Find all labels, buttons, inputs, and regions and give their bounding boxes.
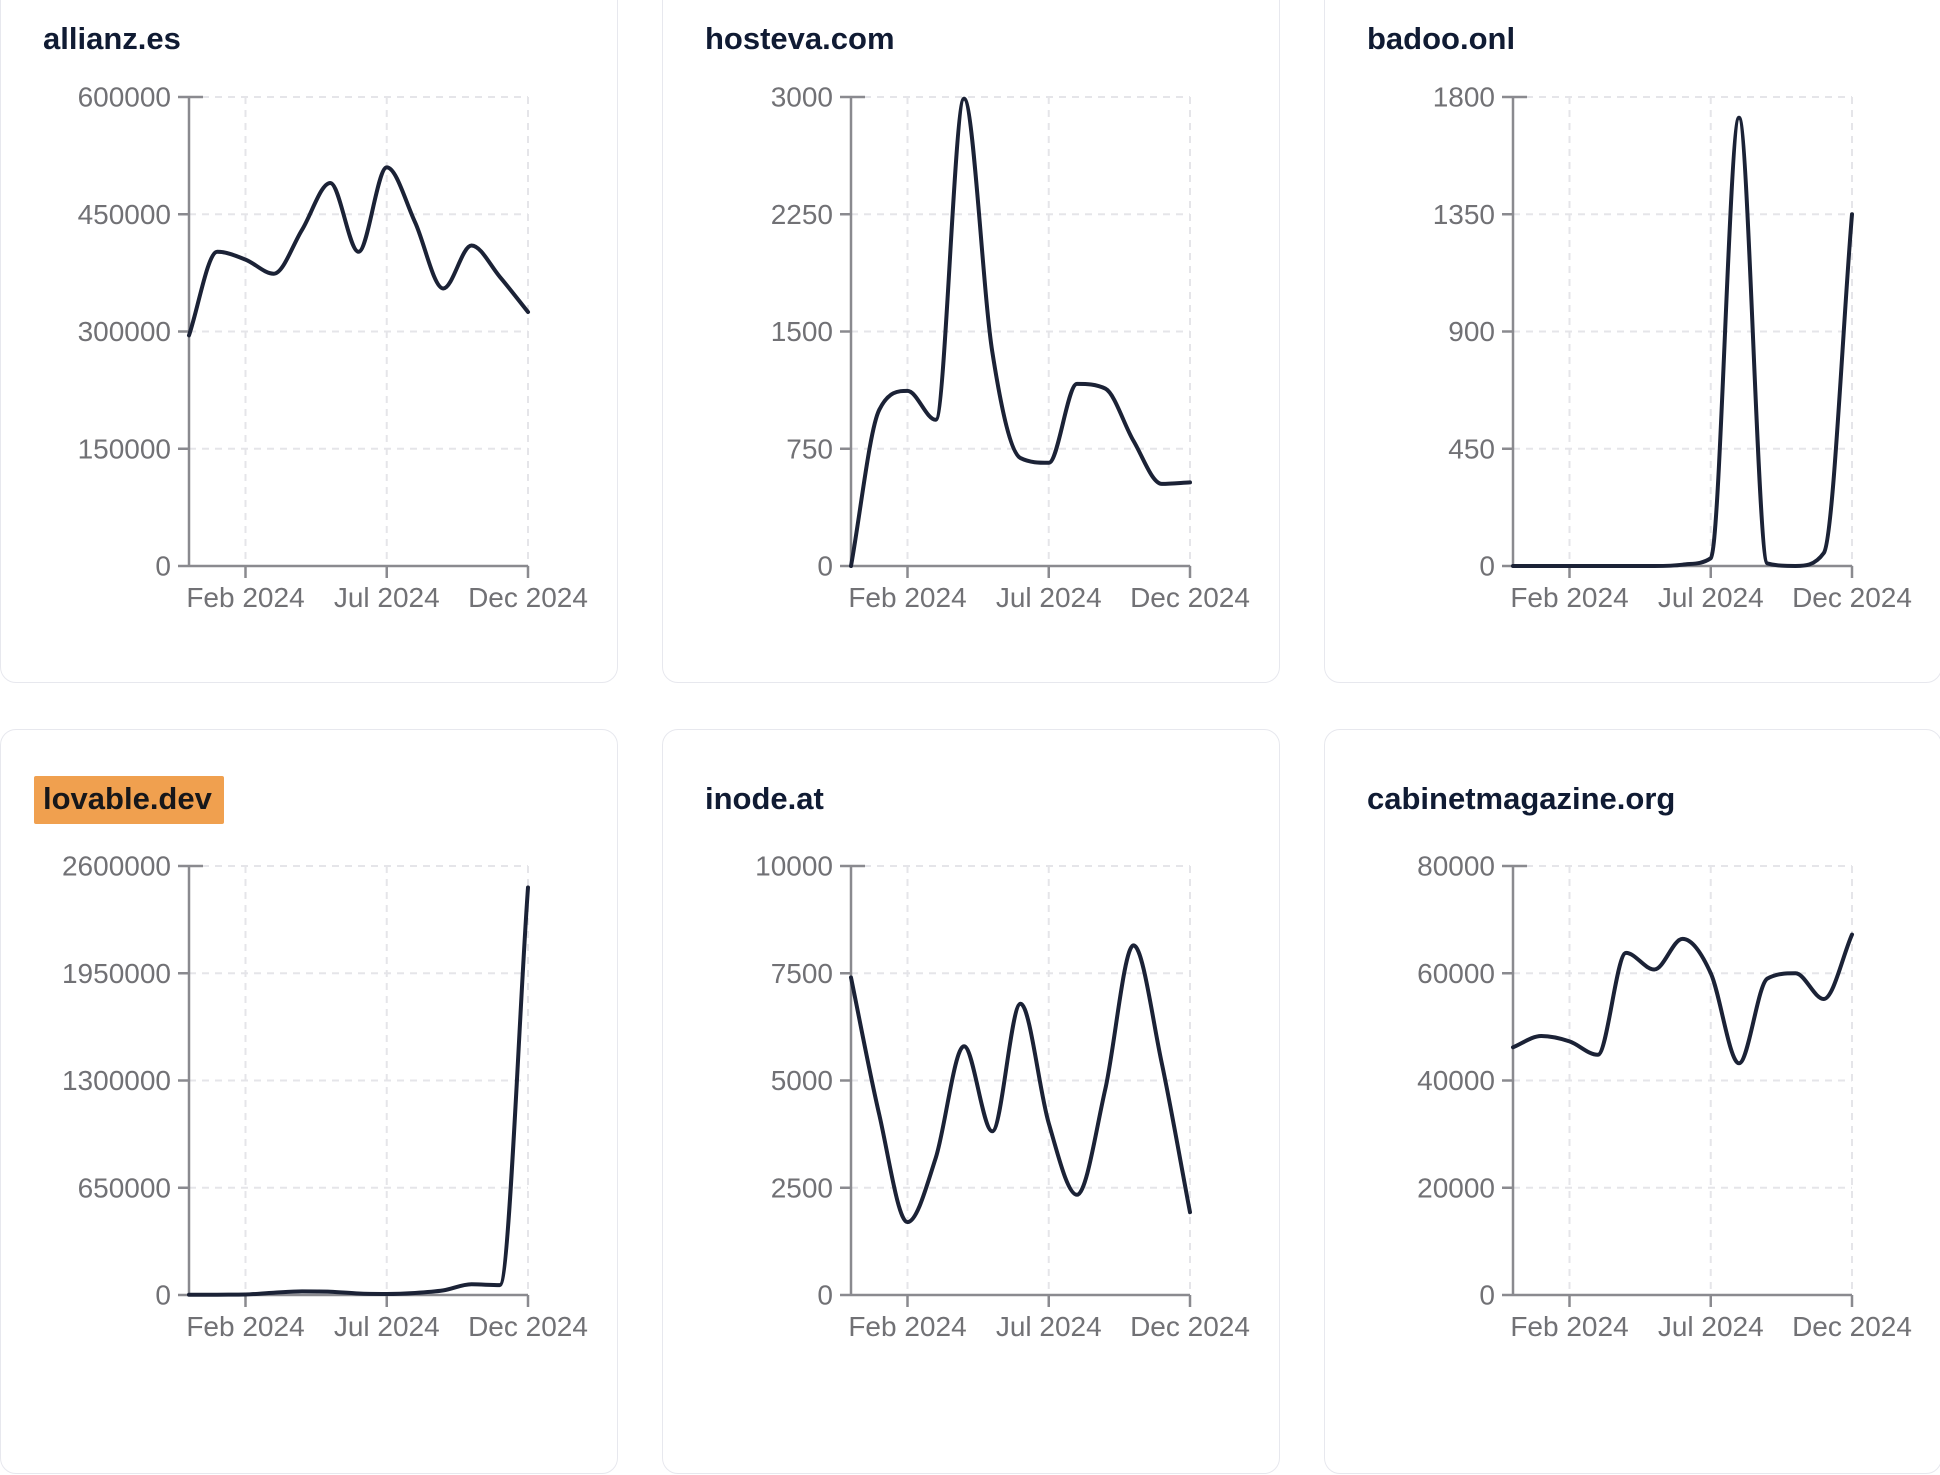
- x-tick-label: Feb 2024: [186, 1311, 304, 1342]
- y-tick-label: 2250: [771, 199, 833, 230]
- line-chart: 0 150000 300000 450000 600000 Feb 2024 Jul 202…: [78, 82, 588, 614]
- x-tick-label: Dec 2024: [468, 1311, 588, 1342]
- y-tick-label: 0: [1479, 1280, 1495, 1311]
- y-tick-label: 2500: [771, 1172, 833, 1203]
- chart-title: allianz.es: [43, 21, 181, 56]
- y-tick-label: 80000: [1417, 851, 1495, 882]
- x-tick-label: Jul 2024: [996, 582, 1102, 613]
- y-tick-label: 450000: [78, 199, 171, 230]
- series-line: [187, 165, 530, 338]
- x-tick-label: Jul 2024: [1658, 1311, 1764, 1342]
- series-line: [849, 96, 1192, 568]
- y-tick-label: 650000: [78, 1172, 171, 1203]
- x-tick-label: Feb 2024: [1510, 1311, 1628, 1342]
- y-tick-label: 60000: [1417, 958, 1495, 989]
- x-tick-label: Feb 2024: [1510, 582, 1628, 613]
- y-tick-label: 7500: [771, 958, 833, 989]
- line-chart: 0 650000 1300000 1950000 2600000 Feb 2024 Jul …: [62, 851, 588, 1343]
- y-tick-label: 750: [786, 433, 833, 464]
- x-tick-label: Dec 2024: [1130, 582, 1250, 613]
- y-tick-label: 2600000: [62, 851, 171, 882]
- chart-title: badoo.onl: [1367, 21, 1516, 56]
- x-tick-label: Feb 2024: [848, 582, 966, 613]
- y-tick-label: 40000: [1417, 1065, 1495, 1096]
- x-tick-label: Jul 2024: [334, 582, 440, 613]
- chart-card-allianz[interactable]: allianz.es 0 150000 300000 450000 600000 Feb …: [0, 0, 618, 683]
- y-tick-label: 1300000: [62, 1065, 171, 1096]
- x-tick-label: Dec 2024: [1792, 1311, 1912, 1342]
- y-tick-label: 1350: [1433, 199, 1495, 230]
- series-line: [187, 885, 530, 1297]
- chart-title: hosteva.com: [705, 21, 895, 56]
- y-tick-label: 1800: [1433, 82, 1495, 113]
- chart-card-lovable[interactable]: lovable.dev 0 650000 1300000 1950000 2600000…: [0, 729, 618, 1474]
- x-tick-label: Dec 2024: [468, 582, 588, 613]
- line-chart: 0 20000 40000 60000 80000 Feb 2024 Jul 2024 Dec…: [1417, 851, 1912, 1343]
- y-tick-label: 0: [155, 1280, 171, 1311]
- y-tick-label: 900: [1448, 316, 1495, 347]
- y-tick-label: 0: [155, 551, 171, 582]
- x-tick-label: Dec 2024: [1792, 582, 1912, 613]
- x-tick-label: Jul 2024: [996, 1311, 1102, 1342]
- chart-title-highlighted: lovable.dev: [34, 776, 224, 824]
- x-tick-label: Jul 2024: [334, 1311, 440, 1342]
- y-tick-label: 1500: [771, 316, 833, 347]
- y-tick-label: 10000: [755, 851, 833, 882]
- y-tick-label: 0: [1479, 551, 1495, 582]
- y-tick-label: 5000: [771, 1065, 833, 1096]
- chart-title: inode.at: [705, 781, 824, 816]
- y-tick-label: 20000: [1417, 1172, 1495, 1203]
- x-tick-label: Dec 2024: [1130, 1311, 1250, 1342]
- y-tick-label: 3000: [771, 82, 833, 113]
- chart-card-hosteva[interactable]: hosteva.com 0 750 1500 2250 3000 Feb 2024 Jul …: [662, 0, 1280, 683]
- chart-title: cabinetmagazine.org: [1367, 781, 1676, 816]
- series-line: [1511, 932, 1854, 1066]
- x-tick-label: Feb 2024: [848, 1311, 966, 1342]
- line-chart: 0 2500 5000 7500 10000 Feb 2024 Jul 2024 Dec 20…: [755, 851, 1250, 1343]
- chart-card-inode[interactable]: inode.at 0 2500 5000 7500 10000 Feb 2024 Jul 2…: [662, 729, 1280, 1474]
- y-tick-label: 450: [1448, 433, 1495, 464]
- x-tick-label: Feb 2024: [186, 582, 304, 613]
- y-tick-label: 0: [817, 1280, 833, 1311]
- y-tick-label: 1950000: [62, 958, 171, 989]
- y-tick-label: 0: [817, 551, 833, 582]
- line-chart: 0 450 900 1350 1800 Feb 2024 Jul 2024 Dec 2024: [1433, 82, 1912, 614]
- y-tick-label: 150000: [78, 433, 171, 464]
- line-chart: 0 750 1500 2250 3000 Feb 2024 Jul 2024 Dec 2024: [771, 82, 1250, 614]
- y-tick-label: 300000: [78, 316, 171, 347]
- y-tick-label: 600000: [78, 82, 171, 113]
- chart-card-cabinetmagazine[interactable]: cabinetmagazine.org 0 20000 40000 60000 8000…: [1324, 729, 1940, 1474]
- x-tick-label: Jul 2024: [1658, 582, 1764, 613]
- chart-card-badoo[interactable]: badoo.onl 0 450 900 1350 1800 Feb 2024 Jul 202…: [1324, 0, 1940, 683]
- series-line: [1511, 115, 1854, 569]
- series-line: [849, 943, 1192, 1225]
